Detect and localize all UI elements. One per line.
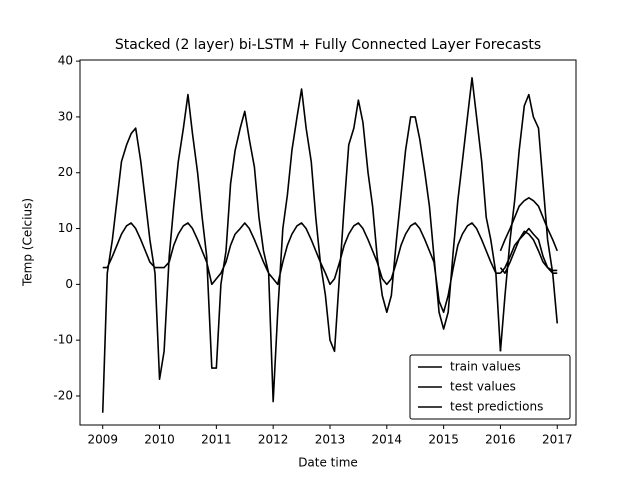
y-axis-label: Temp (Celcius) (21, 198, 35, 287)
y-tick-label: 40 (58, 54, 73, 68)
y-tick-label: 0 (65, 277, 73, 291)
x-tick-label: 2010 (144, 433, 175, 447)
x-tick-label: 2015 (428, 433, 459, 447)
x-axis-label: Date time (298, 456, 358, 470)
x-tick-label: 2013 (315, 433, 346, 447)
x-tick-label: 2014 (372, 433, 403, 447)
y-tick-label: 30 (58, 109, 73, 123)
legend-box (409, 354, 571, 420)
series-line (499, 197, 558, 274)
y-tick-label: -10 (53, 333, 73, 347)
legend-label: test predictions (450, 400, 543, 414)
legend-label: test values (450, 380, 516, 394)
series-line (101, 77, 502, 413)
y-tick-label: 10 (58, 221, 73, 235)
x-tick-label: 2012 (258, 433, 289, 447)
y-tick-label: 20 (58, 165, 73, 179)
y-tick-label: -20 (53, 388, 73, 402)
x-tick-label: 2017 (542, 433, 573, 447)
x-tick-label: 2009 (87, 433, 118, 447)
chart-title: Stacked (2 layer) bi-LSTM + Fully Connec… (115, 37, 541, 53)
legend-label: train values (450, 360, 521, 374)
x-tick-label: 2011 (201, 433, 232, 447)
x-tick-label: 2016 (485, 433, 516, 447)
